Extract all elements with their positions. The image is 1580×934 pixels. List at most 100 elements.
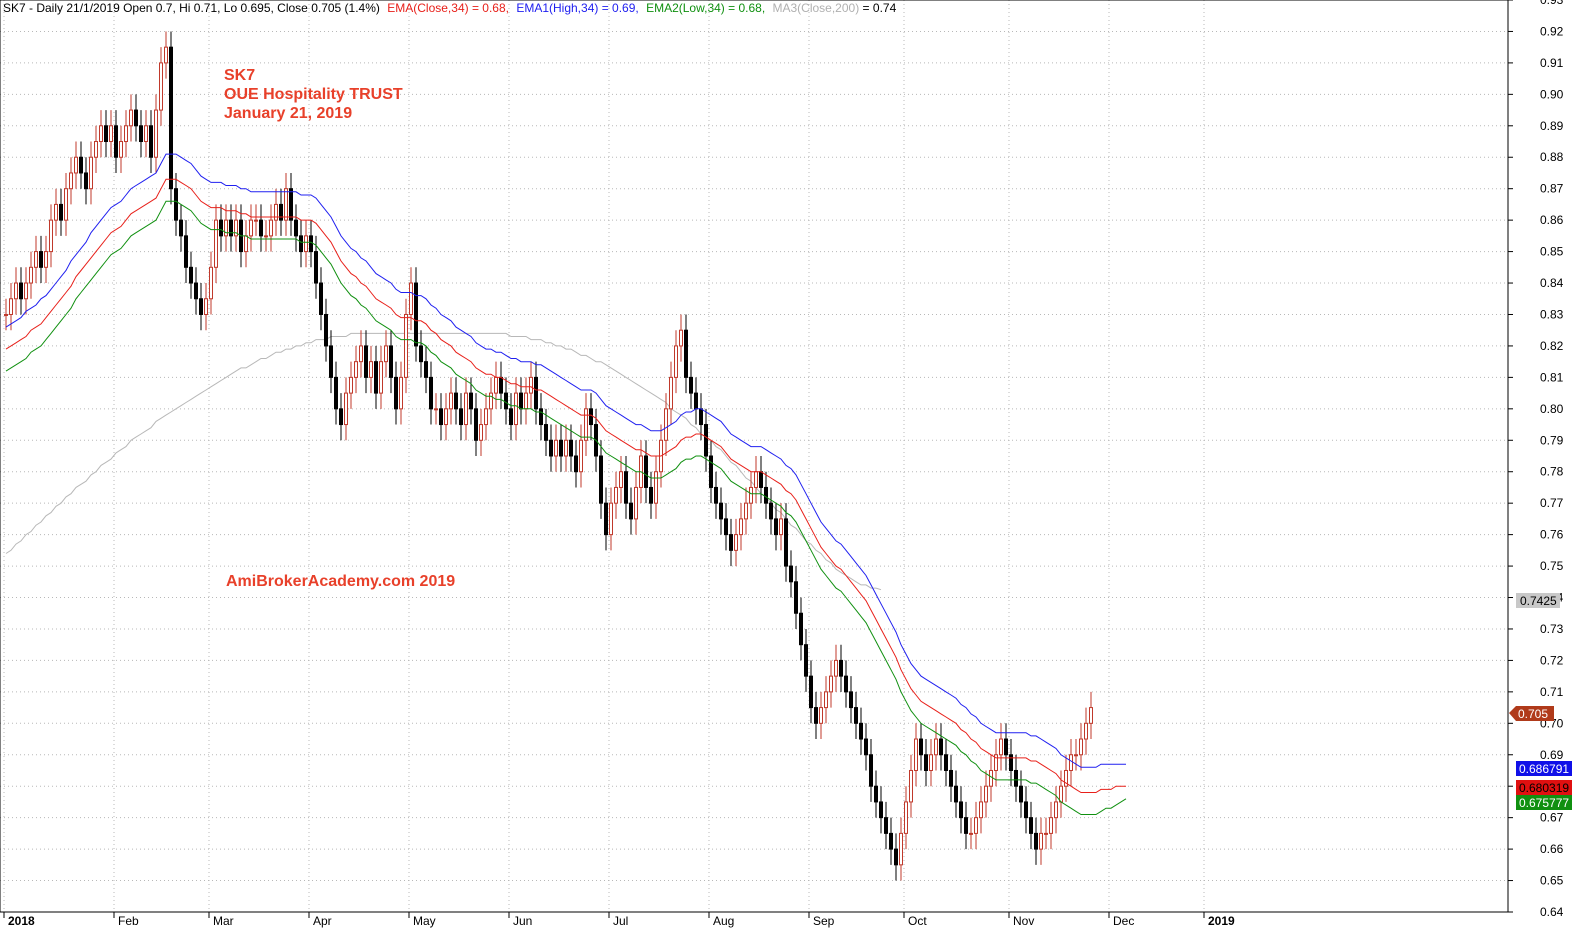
candle-up (749, 486, 753, 504)
candle-down (189, 266, 193, 284)
candle-down (474, 408, 478, 441)
y-tick-label: 0.67 (1540, 811, 1564, 825)
candle-down (709, 455, 713, 488)
candle-down (599, 455, 603, 504)
candle-up (1079, 738, 1083, 756)
candle-down (759, 471, 763, 488)
candle-down (414, 282, 418, 347)
candle-down (629, 502, 633, 520)
candle-up (384, 345, 388, 363)
candle-up (409, 282, 413, 315)
candle-down (764, 486, 768, 504)
candle-up (484, 408, 488, 426)
candle-down (324, 313, 328, 347)
x-tick-label: May (413, 914, 436, 928)
candle-up (49, 219, 53, 253)
x-tick-label: Feb (118, 914, 139, 928)
candle-up (14, 282, 18, 300)
candle-up (494, 376, 498, 394)
candle-down (299, 235, 303, 253)
y-tick-label: 0.81 (1540, 370, 1564, 384)
candle-down (699, 408, 703, 426)
x-tick-label: 2019 (1208, 914, 1235, 928)
candle-down (954, 785, 958, 803)
candle-up (619, 471, 623, 488)
y-tick-label: 0.65 (1540, 874, 1564, 888)
candle-down (289, 188, 293, 221)
candle-up (654, 471, 658, 504)
candle-up (1054, 801, 1058, 819)
candle-up (824, 691, 828, 709)
candle-down (174, 188, 178, 221)
candle-up (74, 156, 78, 174)
candle-up (914, 738, 918, 771)
y-tick-label: 0.87 (1540, 182, 1564, 196)
candle-down (849, 691, 853, 709)
candle-down (864, 738, 868, 756)
candle-up (974, 817, 978, 834)
candle-down (329, 345, 333, 378)
y-tick-label: 0.80 (1540, 402, 1564, 416)
candle-up (274, 203, 278, 221)
candle-down (959, 801, 963, 819)
candle-down (889, 832, 893, 850)
candle-down (794, 581, 798, 614)
candle-down (859, 722, 863, 740)
candle-up (1089, 707, 1093, 724)
y-tick-label: 0.91 (1540, 56, 1564, 70)
candle-up (489, 392, 493, 410)
candle-up (64, 188, 68, 221)
candle-up (254, 219, 258, 222)
ema-close-line (5, 178, 1126, 793)
price-tag-ema1-label: 0.686791 (1519, 762, 1569, 776)
candle-down (504, 392, 508, 410)
candle-down (374, 361, 378, 394)
candle-down (839, 659, 843, 677)
candle-up (929, 754, 933, 771)
candle-up (434, 408, 438, 411)
candle-up (349, 376, 353, 394)
candle-down (79, 156, 83, 174)
x-tick-label: Jun (513, 914, 532, 928)
candle-up (819, 707, 823, 724)
candle-up (1064, 769, 1068, 787)
candle-up (119, 141, 123, 158)
candle-up (249, 219, 253, 237)
y-tick-label: 0.83 (1540, 307, 1564, 321)
y-tick-label: 0.79 (1540, 433, 1564, 447)
x-axis: 2018 Feb Mar Apr May Jun Jul Aug Sep Oct Nov Dec 201… (3, 912, 1235, 928)
candle-down (784, 518, 788, 567)
candle-up (609, 502, 613, 536)
candle-down (589, 408, 593, 426)
candle-up (154, 109, 158, 158)
price-tag-ema2: 0.675777 (1516, 795, 1572, 810)
candle-down (574, 455, 578, 473)
candle-up (44, 251, 48, 268)
y-tick-label: 0.77 (1540, 496, 1564, 510)
candle-down (194, 282, 198, 300)
candle-up (999, 738, 1003, 756)
candle-up (514, 392, 518, 426)
candle-up (669, 376, 673, 410)
annotation-ticker: SK7 (224, 67, 255, 84)
candle-down (924, 754, 928, 771)
candle-down (949, 769, 953, 787)
candle-down (644, 455, 648, 488)
candle-down (294, 219, 298, 237)
candle-down (314, 251, 318, 284)
candle-up (344, 392, 348, 426)
candle-down (429, 376, 433, 410)
price-tag-ema-label: 0.680319 (1519, 781, 1569, 795)
candle-up (444, 408, 448, 426)
candle-down (454, 392, 458, 410)
y-tick-label: 0.86 (1540, 213, 1564, 227)
candle-up (829, 675, 833, 693)
candle-down (939, 738, 943, 756)
candle-up (464, 392, 468, 426)
price-tag-ma3-label: 0.7425 (1520, 594, 1557, 608)
candle-up (969, 832, 973, 835)
candle-down (39, 251, 43, 268)
ema-lines-layer (5, 153, 1127, 815)
